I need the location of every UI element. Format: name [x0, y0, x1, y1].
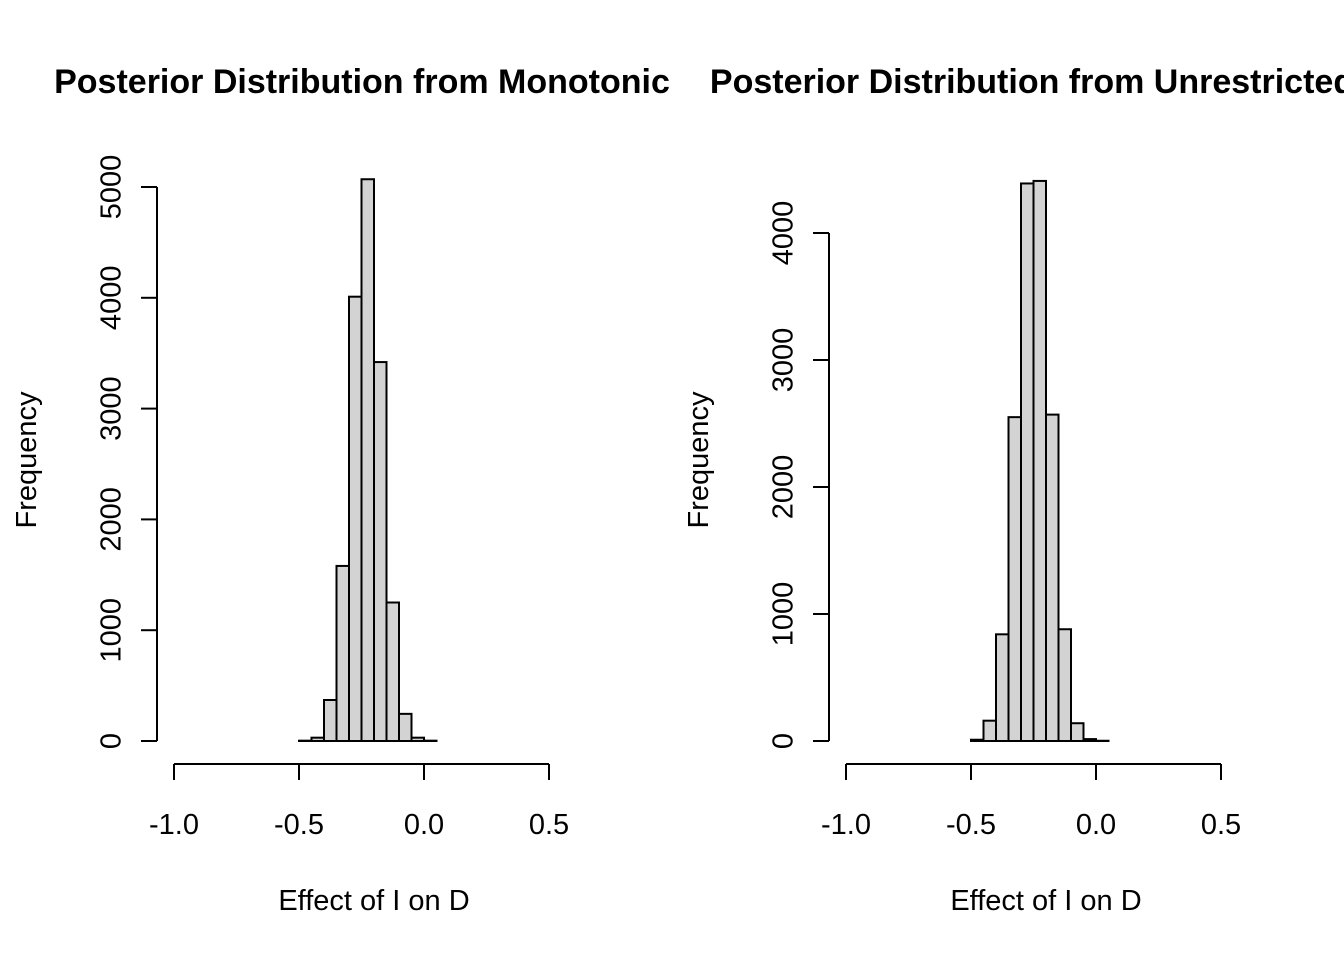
- y-ticks: 0 1000 2000 3000 4000 5000: [96, 155, 157, 749]
- y-tick-label: 3000: [96, 376, 128, 441]
- x-tick-label: 0.0: [404, 809, 444, 841]
- chart-title: Posterior Distribution from Monotonic: [54, 63, 670, 101]
- x-tick-label: -0.5: [274, 809, 324, 841]
- y-ticks: 0 1000 2000 3000 4000: [768, 201, 829, 749]
- panel-monotonic: Posterior Distribution from Monotonic Ef…: [11, 63, 670, 917]
- x-ticks: -1.0 -0.5 0.0 0.5: [149, 764, 569, 841]
- histogram-bar: [348, 295, 363, 742]
- x-tick-label: 0.5: [1201, 809, 1241, 841]
- y-tick-label: 3000: [768, 328, 800, 393]
- y-tick-label: 4000: [768, 201, 800, 266]
- histogram-bar: [1070, 722, 1085, 742]
- bar-series: [298, 178, 438, 743]
- y-tick-label: 1000: [96, 598, 128, 663]
- x-tick-label: -1.0: [149, 809, 199, 841]
- x-axis-label: Effect of I on D: [278, 885, 469, 917]
- histogram-bar: [1082, 738, 1097, 742]
- histogram-bar: [970, 738, 985, 742]
- y-tick-label: 5000: [96, 155, 128, 220]
- x-axis-label: Effect of I on D: [950, 885, 1141, 917]
- histogram-bar: [1020, 182, 1035, 743]
- y-axis-label: Frequency: [683, 391, 715, 529]
- y-axis-label: Frequency: [11, 391, 43, 529]
- histogram-bar: [385, 601, 400, 742]
- panel-unrestricted: Posterior Distribution from Unrestricted…: [683, 63, 1344, 917]
- x-tick-label: 0.0: [1076, 809, 1116, 841]
- histogram-bar: [360, 178, 375, 742]
- y-tick-label: 2000: [768, 455, 800, 520]
- histogram-bar: [323, 699, 338, 743]
- y-tick-label: 4000: [96, 266, 128, 331]
- chart-title: Posterior Distribution from Unrestricted: [710, 63, 1344, 101]
- histogram-bar: [1057, 628, 1072, 742]
- histogram-bar: [1045, 413, 1060, 742]
- y-tick-label: 0: [768, 733, 800, 749]
- histogram-bar: [1032, 179, 1047, 742]
- histogram-bar: [410, 736, 425, 743]
- y-tick-label: 0: [96, 733, 128, 749]
- histogram-bar: [995, 633, 1010, 743]
- histogram-bar: [373, 361, 388, 742]
- x-tick-label: -1.0: [821, 809, 871, 841]
- histogram-bar: [398, 712, 413, 743]
- y-tick-label: 2000: [96, 487, 128, 552]
- x-tick-label: 0.5: [529, 809, 569, 841]
- histogram-bar: [310, 736, 325, 743]
- histogram-bar: [1007, 416, 1022, 742]
- histogram-bar: [335, 564, 350, 742]
- histogram-bar: [982, 719, 997, 742]
- bar-series: [970, 179, 1110, 743]
- x-tick-label: -0.5: [946, 809, 996, 841]
- y-tick-label: 1000: [768, 582, 800, 647]
- x-ticks: -1.0 -0.5 0.0 0.5: [821, 764, 1241, 841]
